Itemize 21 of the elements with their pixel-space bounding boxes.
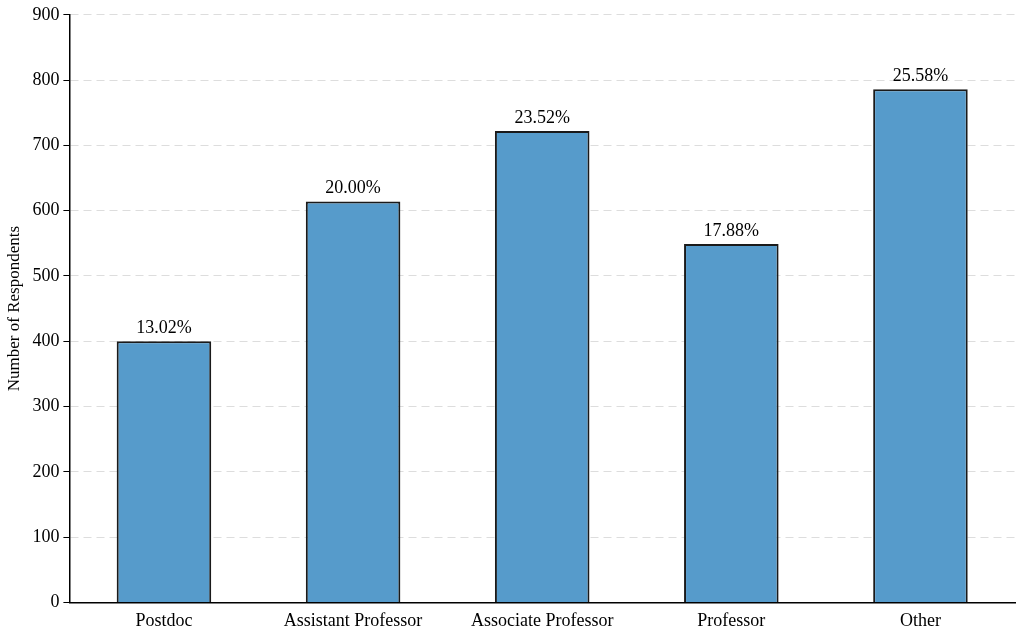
x-tick-label: Professor xyxy=(697,609,766,630)
annotation: 17.88% xyxy=(703,219,760,240)
x-tick-label: Postdoc xyxy=(135,609,193,630)
annotation: 13.02% xyxy=(136,316,192,337)
y-tick-label: 100 xyxy=(32,525,60,546)
y-tick-label: 400 xyxy=(32,329,60,350)
y-tick-label: 0 xyxy=(50,591,60,612)
x-tick-label: Assistant Professor xyxy=(283,609,423,630)
x-tick-label: Other xyxy=(899,609,941,630)
y-axis-title: Number of Respondents xyxy=(3,225,23,392)
y-tick-label: 600 xyxy=(32,199,60,220)
y-tick-label: 300 xyxy=(32,395,60,416)
y-tick-label: 900 xyxy=(32,3,60,24)
y-tick-label: 500 xyxy=(32,264,60,285)
y-tick-label: 200 xyxy=(32,460,60,481)
annotation: 23.52% xyxy=(514,106,570,127)
x-tick-label: Associate Professor xyxy=(470,609,614,630)
annotation: 25.58% xyxy=(892,64,949,85)
annotation: 20.00% xyxy=(325,177,381,198)
y-tick-label: 700 xyxy=(32,134,60,155)
y-tick-label: 800 xyxy=(32,68,60,89)
